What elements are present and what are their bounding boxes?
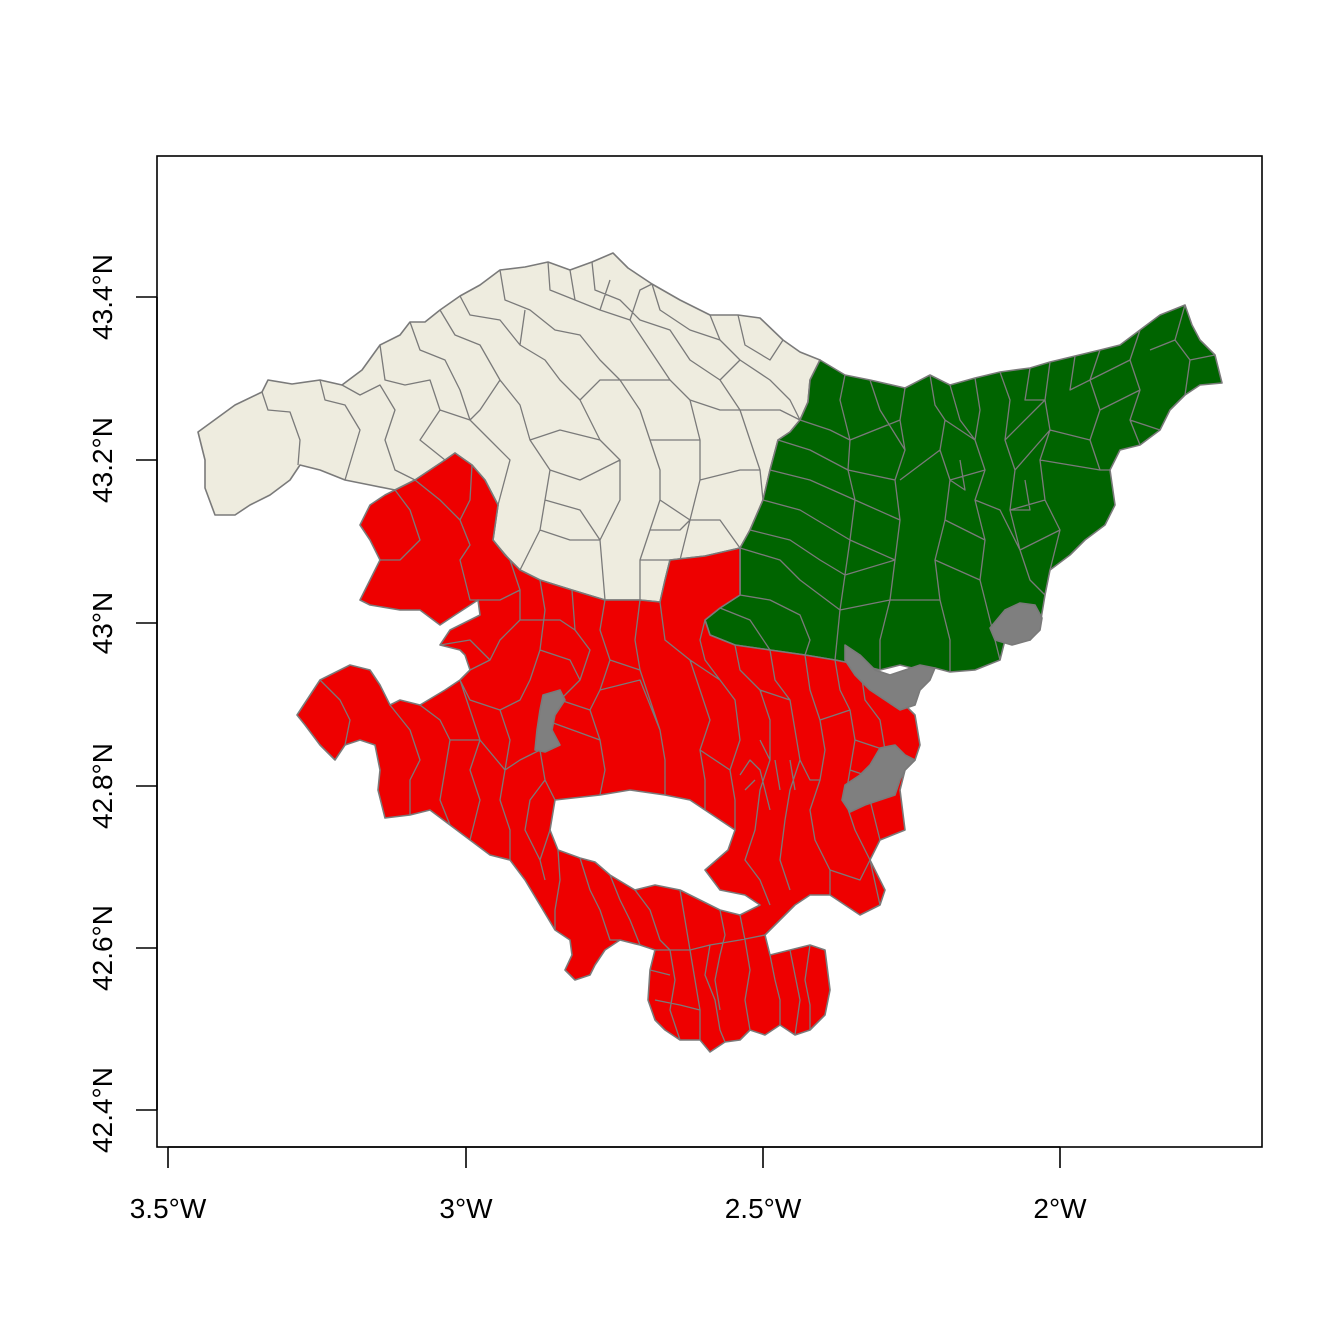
y-tick-label: 43.4°N xyxy=(87,254,118,340)
y-axis: 42.4°N 42.6°N 42.8°N 43°N 43.2°N 43.4°N xyxy=(87,254,158,1153)
x-tick-label: 3°W xyxy=(439,1193,493,1224)
grey-enclaves xyxy=(534,602,1043,813)
y-tick-label: 42.8°N xyxy=(87,743,118,829)
enclave-shape xyxy=(841,744,916,813)
north-west-region xyxy=(197,252,821,603)
south-region xyxy=(296,452,921,1053)
y-tick-label: 42.6°N xyxy=(87,905,118,991)
enclave-shape xyxy=(989,602,1043,646)
north-west-region-shape xyxy=(197,252,821,603)
x-tick-label: 2.5°W xyxy=(725,1193,802,1224)
y-tick-label: 43.2°N xyxy=(87,417,118,503)
enclave-shape xyxy=(534,689,566,753)
enclave-shape xyxy=(844,644,936,711)
y-tick-label: 42.4°N xyxy=(87,1067,118,1153)
north-east-municipal-borders xyxy=(719,304,1216,672)
y-tick-label: 43°N xyxy=(87,592,118,655)
x-tick-label: 3.5°W xyxy=(130,1193,207,1224)
x-axis: 3.5°W 3°W 2.5°W 2°W xyxy=(130,1146,1087,1224)
x-tick-label: 2°W xyxy=(1033,1193,1087,1224)
north-west-municipal-borders xyxy=(261,261,801,601)
